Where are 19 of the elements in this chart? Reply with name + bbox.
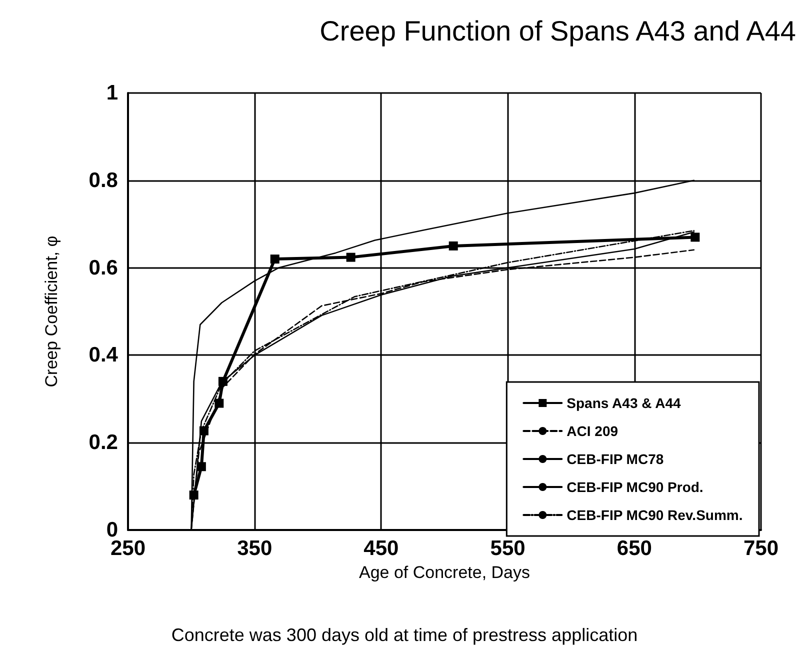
x-axis-title: Age of Concrete, Days [358, 563, 530, 582]
x-tick-label: 350 [237, 537, 272, 560]
y-tick-label: 0.8 [88, 168, 118, 192]
text: Concrete was 300 days old at time of prestress application [171, 625, 638, 645]
legend-label: ACI 209 [566, 423, 618, 439]
x-tick-label: 650 [616, 537, 652, 560]
chart-title: Creep Function of Spans A43 and A44 [320, 16, 796, 46]
x-tick-label: 750 [743, 537, 779, 560]
x-tick-label: 550 [490, 537, 526, 560]
legend-label: Spans A43 & A44 [566, 395, 681, 411]
y-tick-label: 0.4 [88, 344, 118, 367]
legend-label: CEB-FIP MC78 [566, 451, 664, 467]
legend-label: CEB-FIP MC90 Rev.Summ. [566, 507, 743, 523]
x-tick-label: 450 [364, 537, 399, 560]
legend-label: CEB-FIP MC90 Prod. [566, 479, 704, 495]
y-tick-label: 1 [106, 82, 118, 104]
y-axis-title: Creep Coefficient, φ [42, 236, 61, 388]
y-tick-label: 0.2 [88, 431, 118, 454]
y-tick-label: 0.6 [88, 256, 118, 280]
